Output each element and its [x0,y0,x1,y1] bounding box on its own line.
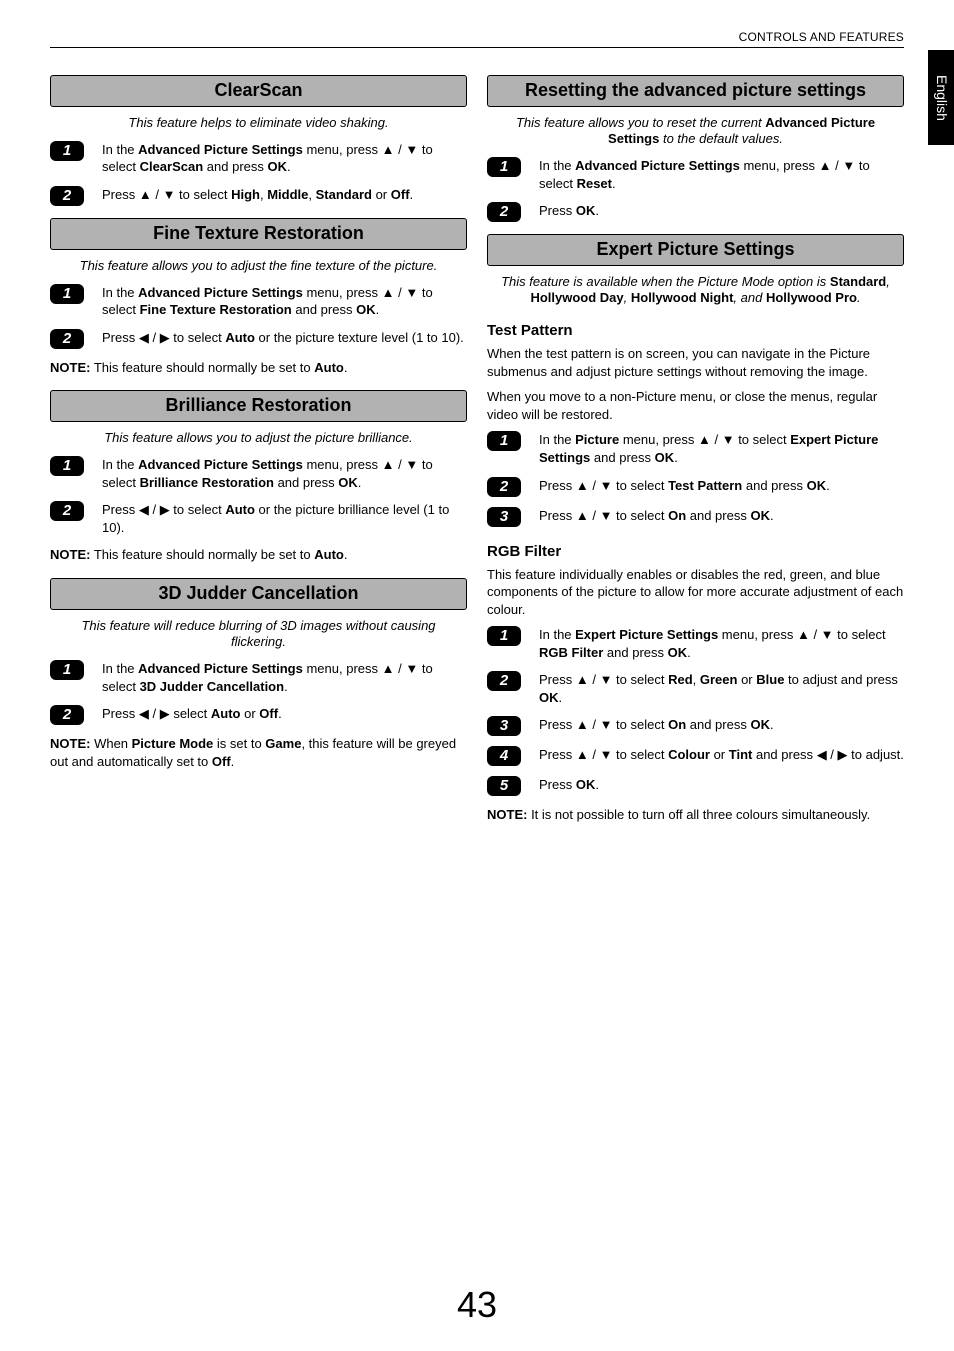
intro-reset: This feature allows you to reset the cur… [491,115,900,148]
columns: ClearScan This feature helps to eliminat… [50,63,904,838]
step-text: Press ▲ / ▼ to select Colour or Tint and… [539,746,904,764]
body-test-pattern-2: When you move to a non-Picture menu, or … [487,388,904,423]
note: NOTE: It is not possible to turn off all… [487,806,904,824]
step-number-icon: 1 [50,141,84,161]
step: 3 Press ▲ / ▼ to select On and press OK. [487,507,904,527]
step-number-icon: 4 [487,746,521,766]
body-rgb-filter: This feature individually enables or dis… [487,566,904,619]
step: 2 Press ◀ / ▶ to select Auto or the pict… [50,501,467,536]
step-number-icon: 1 [50,284,84,304]
step-number-icon: 1 [487,157,521,177]
step-text: In the Advanced Picture Settings menu, p… [539,157,904,192]
step-text: In the Advanced Picture Settings menu, p… [102,660,467,695]
step: 2 Press ▲ / ▼ to select Red, Green or Bl… [487,671,904,706]
step: 1 In the Advanced Picture Settings menu,… [50,284,467,319]
step: 2 Press ◀ / ▶ to select Auto or the pict… [50,329,467,349]
step-text: Press OK. [539,776,904,794]
subhead-rgb-filter: RGB Filter [487,543,904,560]
step: 1 In the Advanced Picture Settings menu,… [50,141,467,176]
step: 1 In the Expert Picture Settings menu, p… [487,626,904,661]
step-text: Press ▲ / ▼ to select High, Middle, Stan… [102,186,467,204]
step-text: Press ◀ / ▶ to select Auto or the pictur… [102,501,467,536]
step: 2 Press ▲ / ▼ to select High, Middle, St… [50,186,467,206]
step-number-icon: 1 [487,626,521,646]
step-text: Press ▲ / ▼ to select On and press OK. [539,507,904,525]
intro-clearscan: This feature helps to eliminate video sh… [54,115,463,131]
step-number-icon: 2 [50,329,84,349]
step: 1 In the Picture menu, press ▲ / ▼ to se… [487,431,904,466]
left-column: ClearScan This feature helps to eliminat… [50,63,467,838]
step-number-icon: 2 [50,186,84,206]
section-title-expert: Expert Picture Settings [487,234,904,266]
step-number-icon: 1 [50,456,84,476]
step-text: In the Picture menu, press ▲ / ▼ to sele… [539,431,904,466]
page: CONTROLS AND FEATURES ClearScan This fea… [0,0,954,858]
step: 4 Press ▲ / ▼ to select Colour or Tint a… [487,746,904,766]
header: CONTROLS AND FEATURES [50,30,904,48]
step-text: Press ◀ / ▶ to select Auto or the pictur… [102,329,467,347]
section-title-reset: Resetting the advanced picture settings [487,75,904,107]
step: 2 Press ▲ / ▼ to select Test Pattern and… [487,477,904,497]
step-number-icon: 2 [487,202,521,222]
step: 1 In the Advanced Picture Settings menu,… [487,157,904,192]
step-text: Press ◀ / ▶ select Auto or Off. [102,705,467,723]
intro-expert: This feature is available when the Pictu… [491,274,900,307]
language-tab: English [928,50,954,145]
body-test-pattern: When the test pattern is on screen, you … [487,345,904,380]
section-title-3d-judder: 3D Judder Cancellation [50,578,467,610]
section-title-brilliance: Brilliance Restoration [50,390,467,422]
section-title-clearscan: ClearScan [50,75,467,107]
step-text: Press ▲ / ▼ to select On and press OK. [539,716,904,734]
step: 1 In the Advanced Picture Settings menu,… [50,456,467,491]
step-text: In the Expert Picture Settings menu, pre… [539,626,904,661]
intro-fine-texture: This feature allows you to adjust the fi… [54,258,463,274]
note: NOTE: This feature should normally be se… [50,359,467,377]
step-text: Press ▲ / ▼ to select Red, Green or Blue… [539,671,904,706]
step: 5 Press OK. [487,776,904,796]
step-number-icon: 2 [50,501,84,521]
step-number-icon: 1 [487,431,521,451]
step-number-icon: 3 [487,507,521,527]
step-text: Press ▲ / ▼ to select Test Pattern and p… [539,477,904,495]
page-number: 43 [0,1284,954,1326]
step-text: In the Advanced Picture Settings menu, p… [102,284,467,319]
step: 2 Press OK. [487,202,904,222]
step-number-icon: 2 [487,671,521,691]
step-number-icon: 5 [487,776,521,796]
intro-brilliance: This feature allows you to adjust the pi… [54,430,463,446]
step-number-icon: 2 [487,477,521,497]
step-text: Press OK. [539,202,904,220]
step-number-icon: 2 [50,705,84,725]
intro-3d-judder: This feature will reduce blurring of 3D … [54,618,463,651]
section-title-fine-texture: Fine Texture Restoration [50,218,467,250]
step: 1 In the Advanced Picture Settings menu,… [50,660,467,695]
step-number-icon: 3 [487,716,521,736]
right-column: Resetting the advanced picture settings … [487,63,904,838]
subhead-test-pattern: Test Pattern [487,322,904,339]
step-text: In the Advanced Picture Settings menu, p… [102,456,467,491]
step-text: In the Advanced Picture Settings menu, p… [102,141,467,176]
step: 3 Press ▲ / ▼ to select On and press OK. [487,716,904,736]
note: NOTE: This feature should normally be se… [50,546,467,564]
step-number-icon: 1 [50,660,84,680]
step: 2 Press ◀ / ▶ select Auto or Off. [50,705,467,725]
note: NOTE: When Picture Mode is set to Game, … [50,735,467,770]
